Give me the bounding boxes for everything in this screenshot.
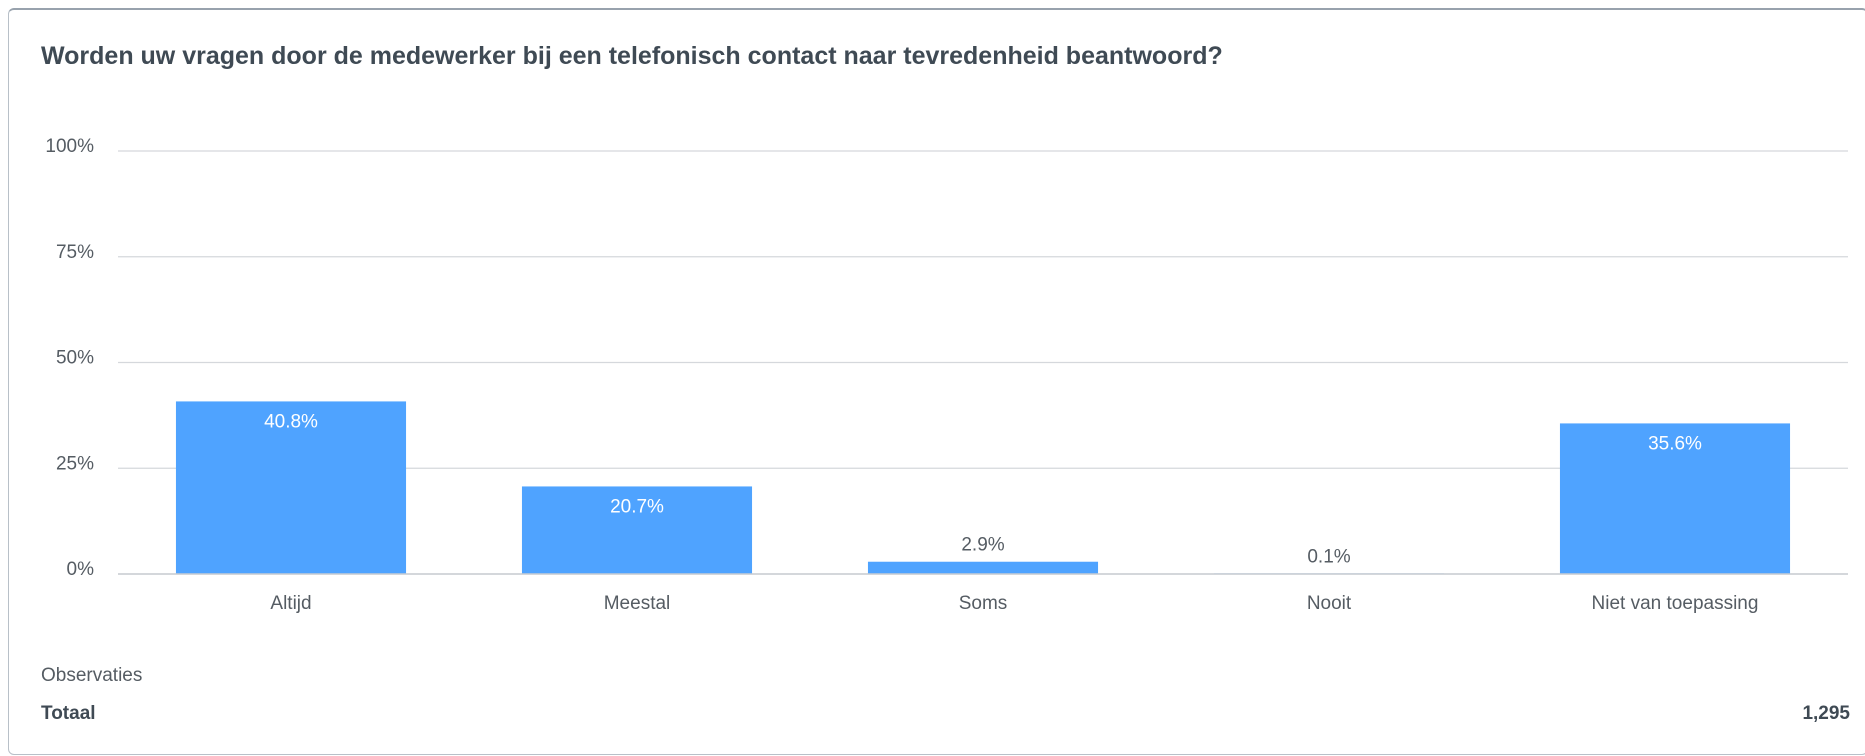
data-label: 35.6% [1648,433,1702,454]
data-label: 40.8% [264,411,318,432]
data-label: 20.7% [610,496,664,517]
x-tick-label: Niet van toepassing [1592,593,1759,614]
x-tick-label: Meestal [604,593,671,614]
data-label: 0.1% [1307,547,1350,568]
y-tick-label: 50% [56,348,94,369]
bar-meestal [521,486,753,574]
observations-label: Observaties [41,665,143,686]
total-value: 1,295 [1802,703,1850,724]
bar-niet-van-toepassing [1559,423,1791,574]
x-tick-label: Altijd [270,593,311,614]
y-tick-label: 25% [56,453,94,474]
y-tick-label: 75% [56,242,94,263]
x-tick-label: Nooit [1307,593,1352,614]
bar-soms [867,561,1099,574]
y-tick-label: 100% [45,136,94,157]
chart-title: Worden uw vragen door de medewerker bij … [41,42,1223,70]
data-label: 2.9% [961,535,1004,556]
bar-altijd [175,401,407,574]
chart-card [8,8,1865,755]
y-tick-label: 0% [67,559,95,580]
total-label: Totaal [41,703,96,724]
bar-chart: 0% 25% 50% 75% 100% Altijd 40.8% Meestal 20.7% So… [45,136,1848,614]
x-tick-label: Soms [959,593,1008,614]
